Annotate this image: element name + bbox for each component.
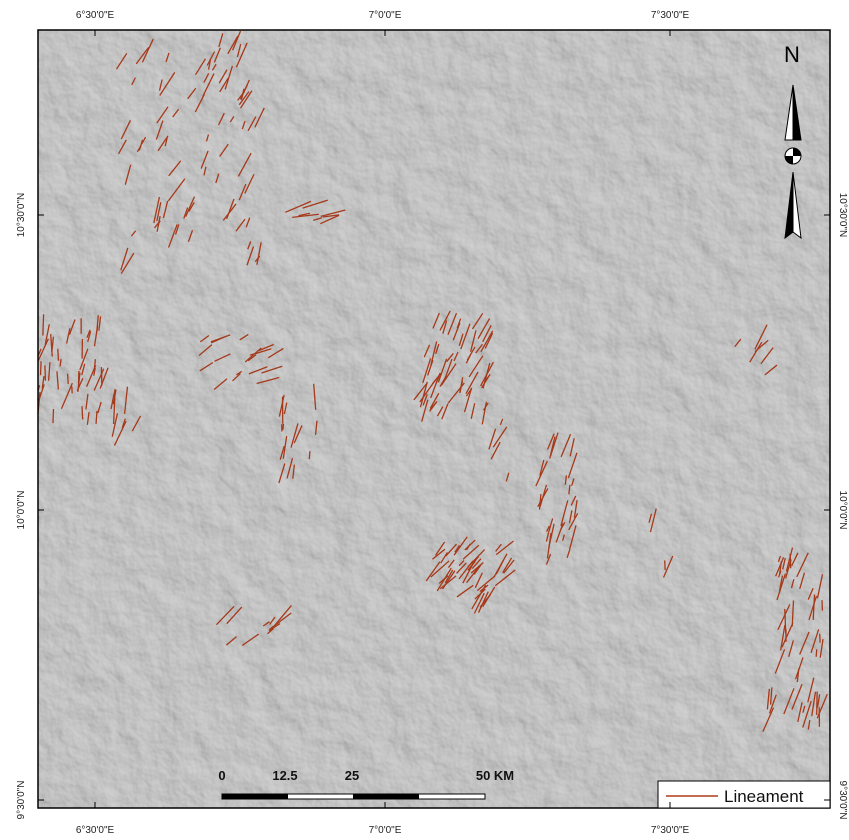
graticule-label: 7°0'0"E (369, 10, 402, 21)
lineament (309, 451, 310, 459)
graticule-label: 10°30'0"N (837, 193, 848, 238)
scale-label: 50 KM (476, 768, 514, 783)
scale-label: 25 (345, 768, 359, 783)
lineament (283, 424, 284, 430)
graticule-label: 9°30'0"N (837, 781, 848, 820)
legend-label: Lineament (724, 787, 804, 806)
graticule-label: 6°30'0"E (76, 10, 115, 21)
north-label: N (784, 42, 800, 67)
map-figure: N Lineament 6°30'0"E 7°0'0"E 7°30'0"E 6°30'… (0, 0, 849, 840)
graticule-label: 7°0'0"E (369, 825, 402, 836)
lineament (53, 409, 54, 423)
scale-label: 0 (218, 768, 225, 783)
legend: Lineament (658, 781, 830, 808)
graticule-label: 7°30'0"E (651, 825, 690, 836)
graticule-label: 6°30'0"E (76, 825, 115, 836)
lineament (68, 374, 69, 384)
graticule-label: 9°30'0"N (16, 781, 27, 820)
graticule-label: 10°30'0"N (16, 193, 27, 238)
lineament (82, 406, 83, 419)
hillshade (38, 30, 830, 808)
lineament (41, 361, 42, 375)
graticule-label: 10°0'0"N (837, 491, 848, 530)
lineament (816, 649, 817, 656)
graticule-label: 7°30'0"E (651, 10, 690, 21)
graticule-label: 10°0'0"N (16, 491, 27, 530)
lineament (58, 349, 59, 361)
scale-bar (222, 794, 485, 799)
lineament (43, 314, 44, 335)
scale-label: 12.5 (272, 768, 297, 783)
